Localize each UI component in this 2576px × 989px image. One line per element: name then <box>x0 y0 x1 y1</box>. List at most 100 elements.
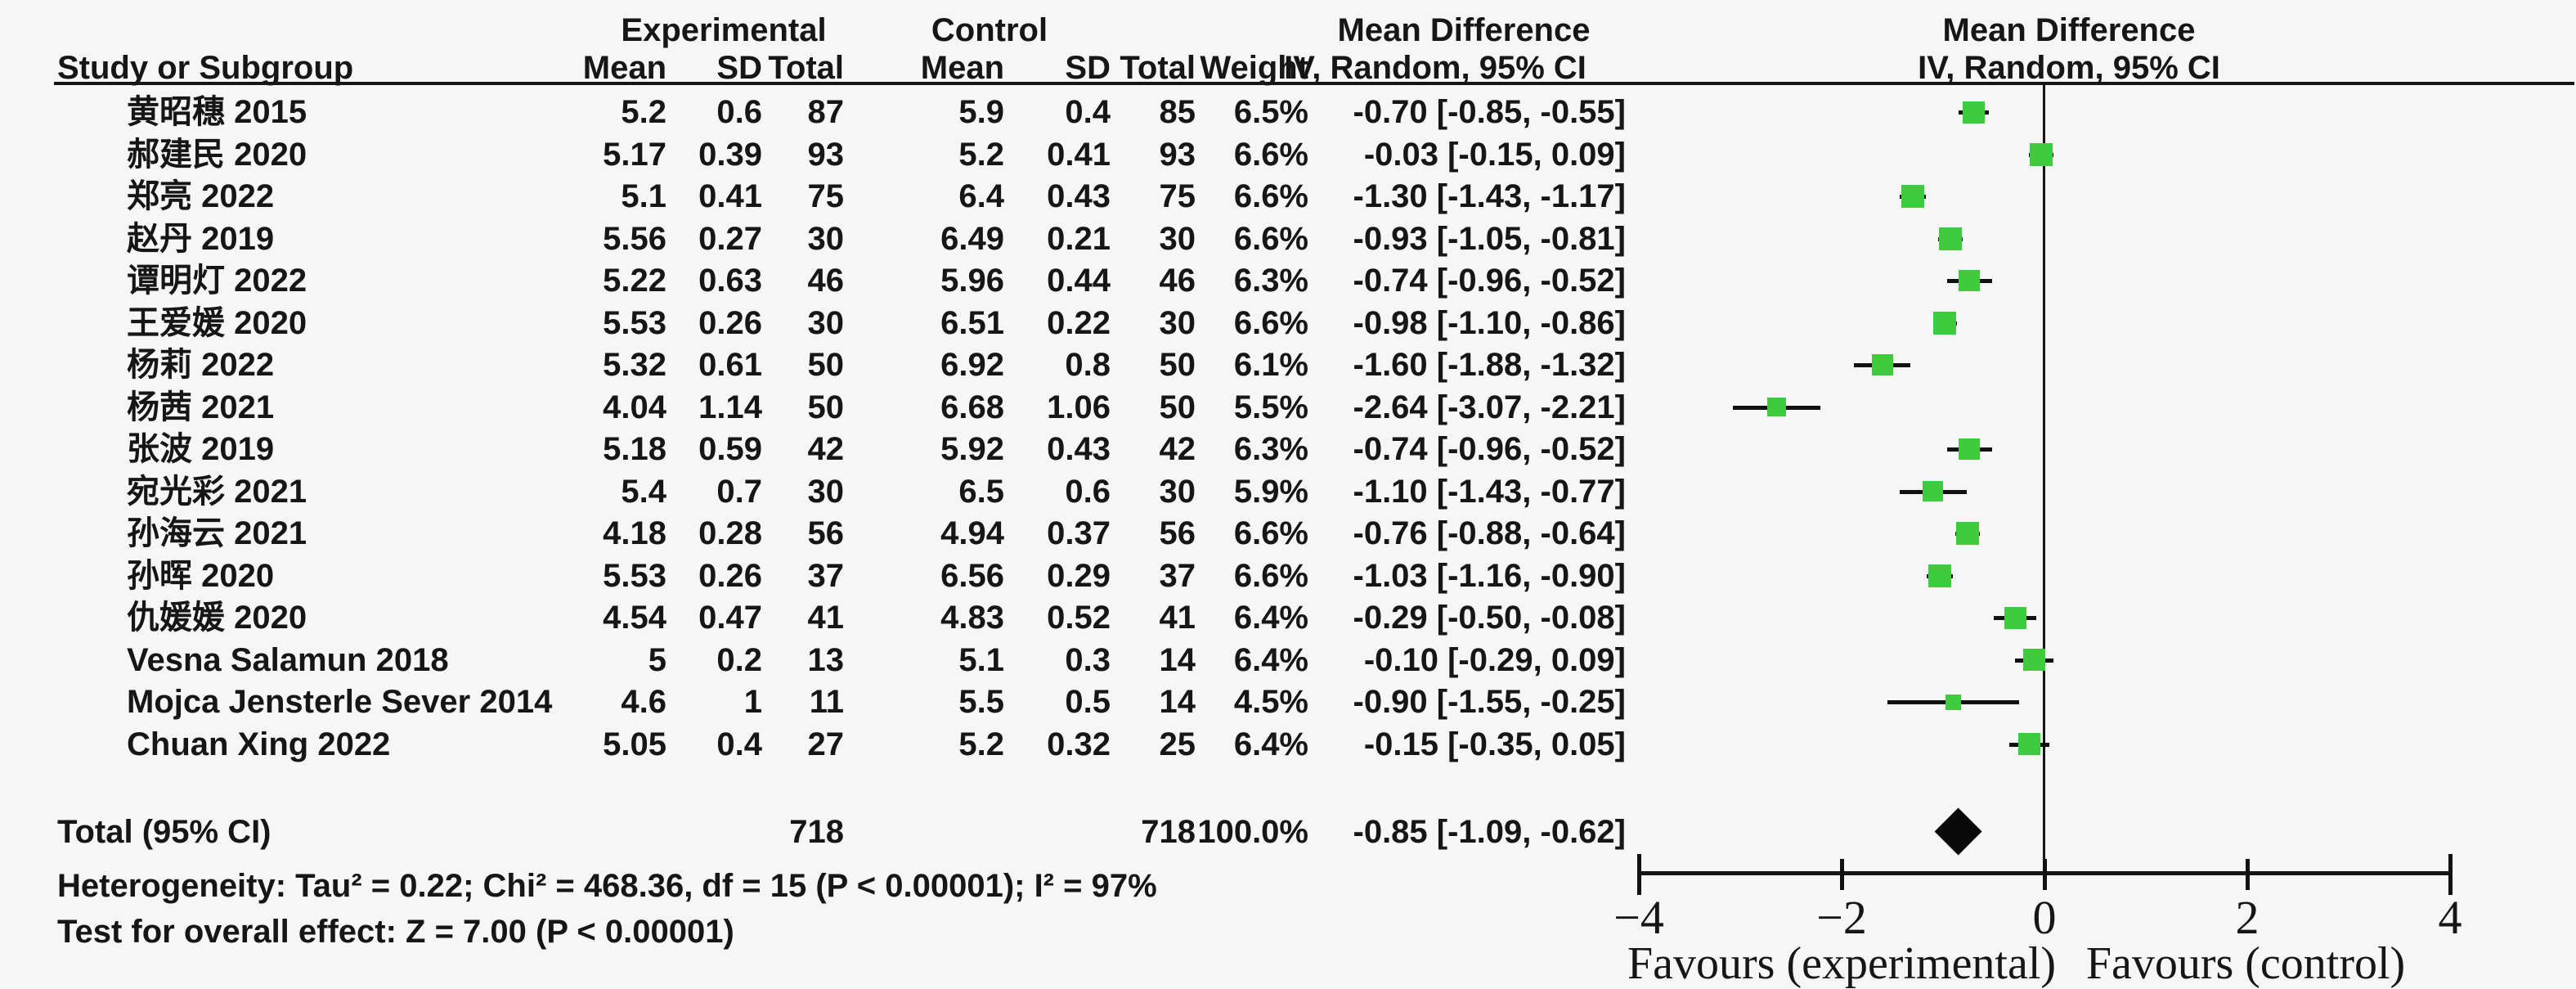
col-header-ctrl-mean: Mean <box>920 50 1004 86</box>
favours-right-label: Favours (control) <box>2085 938 2406 989</box>
exp-sd: 0.27 <box>698 220 762 257</box>
axis-tick <box>2043 859 2047 890</box>
axis-tick <box>2246 859 2250 890</box>
ctrl-mean: 5.92 <box>940 431 1004 467</box>
study-name: 郑亮 2022 <box>127 178 275 214</box>
effect-square <box>1959 438 1981 460</box>
zero-line <box>2043 85 2045 873</box>
study-name: 赵丹 2019 <box>127 220 275 257</box>
col-header-ctrl-total: Total <box>1120 50 1196 86</box>
col-header-ci-plot: IV, Random, 95% CI <box>1918 50 2220 86</box>
effect-square <box>2030 142 2053 166</box>
study-name: Mojca Jensterle Sever 2014 <box>127 684 553 720</box>
ctrl-mean: 6.92 <box>940 347 1004 383</box>
ctrl-sd: 0.32 <box>1047 726 1111 762</box>
exp-mean: 5.53 <box>603 304 666 341</box>
total-exp-n: 718 <box>789 814 844 850</box>
ci-label: -0.74 [-0.96, -0.52] <box>1353 263 1627 299</box>
study-name: 张波 2019 <box>127 431 275 467</box>
ctrl-total: 14 <box>1159 641 1196 678</box>
ctrl-mean: 6.68 <box>940 389 1004 425</box>
effect-square <box>1767 398 1787 416</box>
ctrl-total: 37 <box>1159 557 1196 594</box>
axis-tick <box>1637 854 1641 895</box>
study-name: 郝建民 2020 <box>127 136 307 173</box>
effect-square <box>1938 227 1962 250</box>
exp-sd: 0.47 <box>698 600 762 636</box>
axis-tick <box>1840 859 1844 890</box>
ctrl-total: 50 <box>1159 347 1196 383</box>
total-ctrl-n: 718 <box>1141 814 1196 850</box>
ctrl-total: 30 <box>1159 304 1196 341</box>
header-rule <box>54 82 2574 85</box>
ci-label: -0.10 [-0.29, 0.09] <box>1363 641 1626 678</box>
ctrl-total: 41 <box>1159 600 1196 636</box>
total-ci-label: -0.85 [-1.09, -0.62] <box>1353 814 1627 850</box>
exp-total: 75 <box>807 178 845 214</box>
col-header-ci-text: IV, Random, 95% CI <box>1284 50 1586 86</box>
exp-mean: 4.18 <box>603 515 666 551</box>
ctrl-sd: 0.22 <box>1047 304 1111 341</box>
exp-total: 93 <box>807 136 845 173</box>
group-header-experimental: Experimental <box>621 12 827 48</box>
effect-square <box>1901 185 1924 208</box>
exp-sd: 0.26 <box>698 557 762 594</box>
weight: 6.6% <box>1233 557 1308 594</box>
effect-square <box>1923 481 1944 501</box>
col-header-weight: Weight <box>1200 50 1308 86</box>
ci-label: -1.10 [-1.43, -0.77] <box>1353 473 1627 510</box>
weight: 6.4% <box>1233 600 1308 636</box>
exp-total: 13 <box>807 641 845 678</box>
col-header-exp-sd: SD <box>716 50 762 86</box>
study-name: 黄昭穗 2015 <box>127 94 307 130</box>
exp-sd: 0.2 <box>716 641 762 678</box>
exp-sd: 1.14 <box>698 389 762 425</box>
ci-label: -0.03 [-0.15, 0.09] <box>1363 136 1626 173</box>
ctrl-sd: 0.29 <box>1047 557 1111 594</box>
axis-tick-label: −2 <box>1816 891 1867 944</box>
exp-sd: 0.28 <box>698 515 762 551</box>
ctrl-mean: 6.49 <box>940 220 1004 257</box>
col-header-ctrl-sd: SD <box>1065 50 1111 86</box>
weight: 4.5% <box>1233 684 1308 720</box>
weight: 6.6% <box>1233 178 1308 214</box>
exp-mean: 5.32 <box>603 347 666 383</box>
ctrl-total: 30 <box>1159 220 1196 257</box>
ctrl-mean: 5.2 <box>958 726 1004 762</box>
ctrl-mean: 5.2 <box>958 136 1004 173</box>
overall-effect-stats: Test for overall effect: Z = 7.00 (P < 0… <box>57 914 734 950</box>
effect-square <box>1871 354 1893 375</box>
exp-total: 46 <box>807 263 845 299</box>
exp-sd: 0.63 <box>698 263 762 299</box>
ctrl-sd: 0.52 <box>1047 600 1111 636</box>
study-name: 杨莉 2022 <box>127 347 275 383</box>
ctrl-sd: 0.5 <box>1065 684 1111 720</box>
col-header-exp-mean: Mean <box>582 50 666 86</box>
ci-label: -0.15 [-0.35, 0.05] <box>1363 726 1626 762</box>
weight: 6.6% <box>1233 304 1308 341</box>
exp-total: 30 <box>807 220 845 257</box>
group-header-mean-difference-plot: Mean Difference <box>1942 12 2196 48</box>
effect-square <box>1945 694 1961 710</box>
ci-label: -1.60 [-1.88, -1.32] <box>1353 347 1627 383</box>
pooled-diamond <box>1934 807 1982 856</box>
exp-sd: 0.4 <box>716 726 762 762</box>
effect-square <box>1928 564 1952 587</box>
exp-total: 50 <box>807 347 845 383</box>
axis-tick-label: 0 <box>2032 891 2057 944</box>
weight: 6.4% <box>1233 726 1308 762</box>
exp-mean: 4.54 <box>603 600 666 636</box>
exp-sd: 1 <box>743 684 762 720</box>
weight: 6.6% <box>1233 220 1308 257</box>
ctrl-mean: 5.96 <box>940 263 1004 299</box>
exp-mean: 5.1 <box>621 178 666 214</box>
exp-mean: 5.17 <box>603 136 666 173</box>
ctrl-sd: 0.3 <box>1065 641 1111 678</box>
exp-total: 87 <box>807 94 845 130</box>
ci-label: -0.90 [-1.55, -0.25] <box>1353 684 1627 720</box>
weight: 6.3% <box>1233 431 1308 467</box>
ctrl-sd: 0.43 <box>1047 431 1111 467</box>
total-label: Total (95% CI) <box>57 814 272 850</box>
weight: 6.4% <box>1233 641 1308 678</box>
ctrl-total: 56 <box>1159 515 1196 551</box>
